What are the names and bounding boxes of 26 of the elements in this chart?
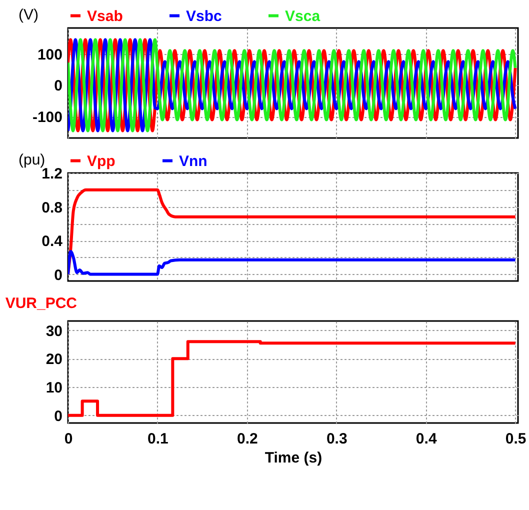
y-tick-label: 0.4 xyxy=(42,233,64,250)
legend-label: Vsca xyxy=(285,8,321,25)
y-tick-label: 20 xyxy=(46,351,62,368)
y-tick-label: -100 xyxy=(32,109,62,126)
legend-label: Vsbc xyxy=(186,8,222,25)
x-tick-label: 0.2 xyxy=(236,430,258,448)
y-axis-title: (V) xyxy=(18,6,38,24)
x-tick-label: 0.4 xyxy=(416,430,438,448)
y-tick-label: 0 xyxy=(54,408,62,425)
x-axis-title: Time (s) xyxy=(264,450,322,466)
chart-title: VUR_PCC xyxy=(5,295,78,312)
y-axis-title: (pu) xyxy=(18,152,46,168)
y-tick-label: 10 xyxy=(46,380,62,397)
y-tick-label: 0.8 xyxy=(42,199,62,216)
legend-label: Vnn xyxy=(179,152,208,170)
x-tick-label: 0.1 xyxy=(148,430,168,448)
y-tick-label: 30 xyxy=(46,322,62,340)
y-tick-label: 0 xyxy=(54,78,62,95)
line-series xyxy=(68,250,517,276)
legend-label: Vpp xyxy=(87,152,116,170)
legend-label: Vsab xyxy=(87,8,123,25)
y-tick-label: 100 xyxy=(37,46,62,64)
y-tick-label: 1.2 xyxy=(42,166,62,182)
x-tick-label: 0.3 xyxy=(326,430,348,448)
x-tick-label: 0.5 xyxy=(505,430,526,448)
y-tick-label: 0 xyxy=(54,266,62,284)
